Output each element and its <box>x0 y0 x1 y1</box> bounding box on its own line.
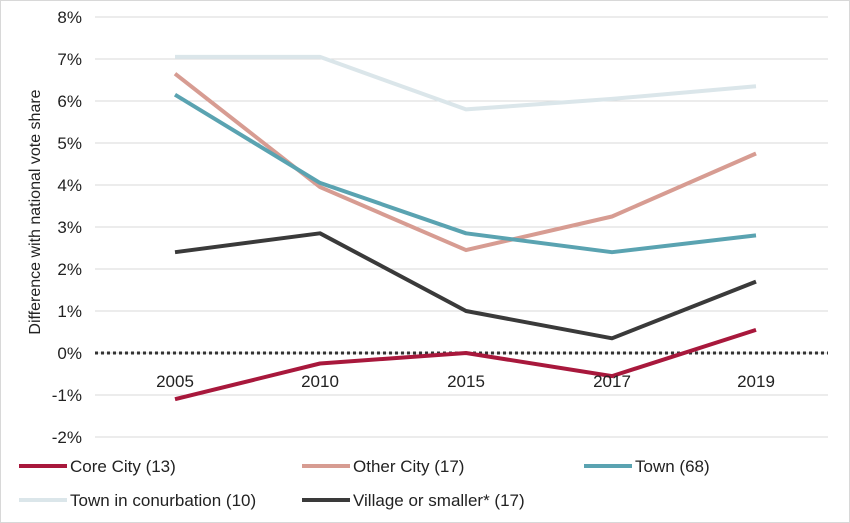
series-line-1 <box>173 72 757 253</box>
legend-label: Town (68) <box>635 457 710 476</box>
x-tick-label: 2015 <box>447 372 485 391</box>
y-tick-label: 5% <box>57 134 82 153</box>
y-axis-label: Difference with national vote share <box>27 89 44 334</box>
x-tick-label: 2017 <box>593 372 631 391</box>
x-tick-label: 2010 <box>301 372 339 391</box>
y-tick-label: 3% <box>57 218 82 237</box>
x-tick-label: 2019 <box>737 372 775 391</box>
x-tick-labels: 2005 2010 2015 2017 2019 <box>156 372 775 391</box>
y-tick-label: 7% <box>57 50 82 69</box>
y-tick-label: 0% <box>57 344 82 363</box>
series-line-0 <box>174 327 757 402</box>
series-lines <box>173 54 757 402</box>
x-tick-label: 2005 <box>156 372 194 391</box>
legend-label: Core City (13) <box>70 457 176 476</box>
legend: Core City (13) Other City (17) Town (68) To… <box>19 457 710 510</box>
y-tick-label: 6% <box>57 92 82 111</box>
series-line-4 <box>174 231 757 341</box>
y-tick-label: 8% <box>57 8 82 27</box>
series-line-2 <box>173 92 757 255</box>
y-tick-label: -1% <box>52 386 82 405</box>
legend-label: Town in conurbation (10) <box>70 491 256 510</box>
y-tick-label: 4% <box>57 176 82 195</box>
y-tick-labels: -2% -1% 0% 1% 2% 3% 4% 5% 6% 7% 8% <box>52 8 82 447</box>
y-tick-label: 2% <box>57 260 82 279</box>
legend-label: Village or smaller* (17) <box>353 491 525 510</box>
legend-label: Other City (17) <box>353 457 464 476</box>
y-tick-label: -2% <box>52 428 82 447</box>
series-line-3 <box>175 54 757 112</box>
y-tick-label: 1% <box>57 302 82 321</box>
